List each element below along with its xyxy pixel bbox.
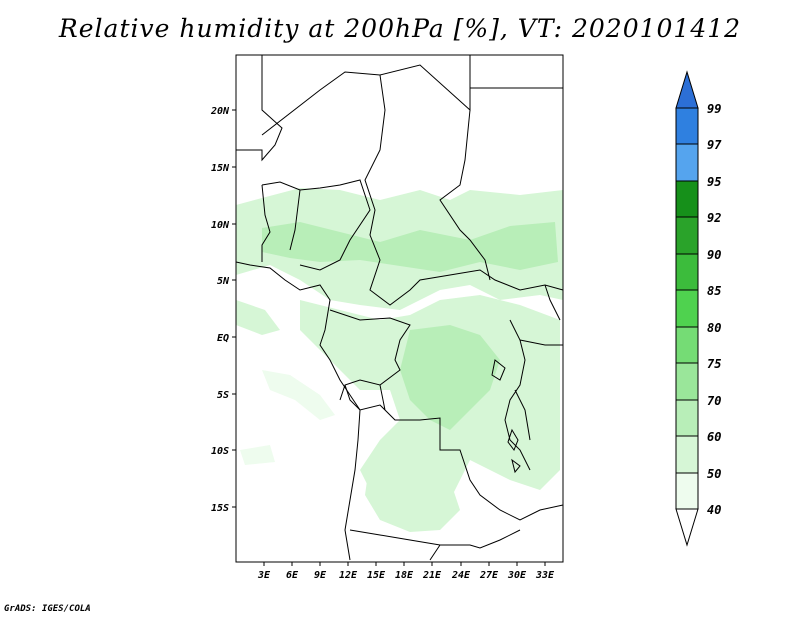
colorbar-bottom-triangle xyxy=(675,508,699,547)
colorbar-label: 85 xyxy=(707,284,721,298)
borders-central xyxy=(329,309,564,521)
colorbar-swatch-50-60 xyxy=(675,435,699,474)
humidity-area-north-inner xyxy=(262,222,558,272)
lat-label: 5S xyxy=(217,390,229,401)
map-frame xyxy=(235,54,564,563)
colorbar-label: 92 xyxy=(707,211,721,225)
lon-label: 21E xyxy=(422,570,442,581)
latitude-axis: 20N 15N 10N 5N EQ 5S 10S 15S xyxy=(210,106,236,514)
colorbar-label: 50 xyxy=(707,467,721,481)
colorbar-label: 40 xyxy=(707,503,721,517)
colorbar-label: 95 xyxy=(707,175,721,189)
humidity-area-south xyxy=(365,450,460,532)
lat-label: EQ xyxy=(217,333,229,344)
lake-borders xyxy=(491,359,521,474)
colorbar-label: 97 xyxy=(707,138,722,152)
colorbar-swatch-75-80 xyxy=(675,326,699,364)
lon-label: 6E xyxy=(286,570,299,581)
lat-label: 15N xyxy=(211,163,230,174)
colorbar-label: 60 xyxy=(707,430,721,444)
humidity-area-west xyxy=(236,300,280,335)
borders-west-africa xyxy=(261,179,371,271)
colorbar-swatch-70-75 xyxy=(675,362,699,401)
colorbar-swatch-60-70 xyxy=(675,399,699,437)
lat-label: 20N xyxy=(210,106,230,117)
colorbar-swatch-85-90 xyxy=(675,253,699,291)
colorbar-label: 90 xyxy=(707,248,721,262)
colorbar-label: 99 xyxy=(707,102,721,116)
colorbar-labels: 99 97 95 92 90 85 80 75 70 60 50 40 xyxy=(707,102,722,517)
lon-label: 18E xyxy=(395,570,414,581)
longitude-axis: 3E 6E 9E 12E 15E 18E 21E 24E 27E 30E 33E xyxy=(257,562,555,581)
map-borders xyxy=(235,55,564,561)
borders-north xyxy=(261,55,564,306)
lon-label: 30E xyxy=(507,570,527,581)
colorbar-swatch-40-50 xyxy=(675,472,699,510)
borders-east xyxy=(504,284,563,471)
lat-label: 10N xyxy=(211,220,230,231)
lat-label: 5N xyxy=(217,276,230,287)
colorbar-swatch-92-95 xyxy=(675,180,699,218)
lon-label: 33E xyxy=(535,570,555,581)
colorbar-swatch-90-92 xyxy=(675,216,699,255)
humidity-area-atlantic xyxy=(262,370,335,420)
borders-south xyxy=(349,529,521,561)
lat-label: 10S xyxy=(211,446,229,457)
lon-label: 15E xyxy=(367,570,386,581)
colorbar-label: 75 xyxy=(707,357,721,371)
colorbar-swatch-80-85 xyxy=(675,289,699,328)
lon-label: 27E xyxy=(479,570,499,581)
grads-credit: GrADS: IGES/COLA xyxy=(4,604,91,614)
lon-label: 3E xyxy=(257,570,271,581)
lat-label: 15S xyxy=(211,503,229,514)
humidity-shading xyxy=(236,188,563,532)
colorbar-swatch-95-97 xyxy=(675,143,699,182)
humidity-area-southwest xyxy=(240,445,275,465)
colorbar-label: 80 xyxy=(707,321,721,335)
colorbar xyxy=(675,70,699,547)
colorbar-label: 70 xyxy=(707,394,721,408)
humidity-area-congo-inner xyxy=(400,325,500,430)
map-title: Relative humidity at 200hPa [%], VT: 202… xyxy=(58,14,742,43)
lon-label: 12E xyxy=(339,570,358,581)
lon-label: 9E xyxy=(314,570,327,581)
lon-label: 24E xyxy=(451,570,471,581)
colorbar-swatch-97-99 xyxy=(675,107,699,145)
colorbar-top-triangle xyxy=(675,70,699,109)
coastline-west xyxy=(235,55,361,561)
